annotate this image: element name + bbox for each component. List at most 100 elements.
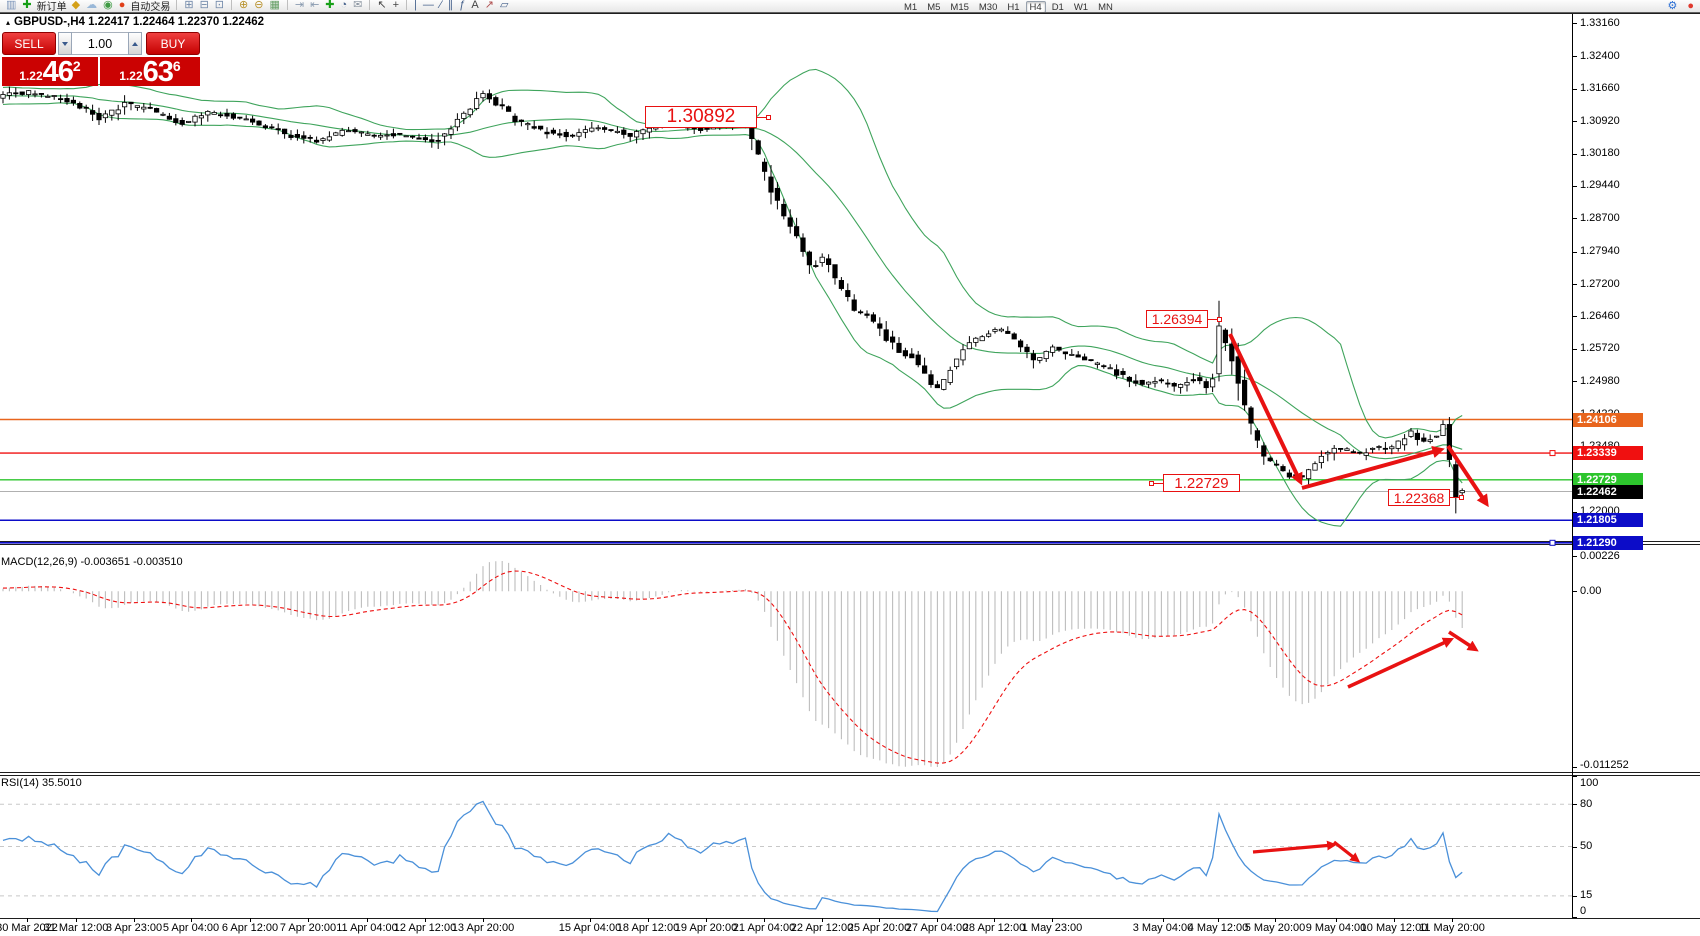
time-axis-tick-mark [1052,918,1053,922]
annotation-anchor [1149,480,1154,486]
price-annotation[interactable]: 1.30892 [645,106,757,128]
autotrade-icon[interactable]: ● [118,0,126,11]
timeframe-button-w1[interactable]: W1 [1070,1,1092,12]
time-axis-tick-mark [250,918,251,922]
chart-window-icon[interactable]: ▥ [6,0,17,11]
price-axis-tick-mark [1572,284,1577,285]
toolbar-left-group: ▥ ✚ 新订单 ◆ ☁ ◉ ● 自动交易 ⊞ ⊟ ⊡ ⊕ ⊖ ▦ ⇥ ⇤ ✚ ◔ ✉ ↖ + | — ∕ ∥ ƒ A ↗ ▱ [0,0,1700,13]
rsi-axis-tick-mark [1572,804,1577,806]
new-chart-icon[interactable]: ⊞ [184,0,194,11]
rsi-axis-tick-mark [1572,776,1577,777]
price-annotation[interactable]: 1.22729 [1163,474,1240,492]
time-axis-label: 18 Apr 12:00 [616,922,680,934]
arrows-icon[interactable]: ↗ [484,0,494,11]
community-icon[interactable]: ⚙ [1667,0,1678,12]
indicators-icon[interactable]: ✚ [325,0,335,11]
zoom-out-icon[interactable]: ⊖ [254,0,264,11]
time-axis-label: 13 Apr 20:00 [451,922,515,934]
price-axis-tick-mark [1572,153,1577,155]
price-axis-tick-label: 1.29440 [1580,179,1620,192]
timeframe-button-m1[interactable]: M1 [900,1,921,12]
timeframe-button-h1[interactable]: H1 [1003,1,1023,12]
timeframe-button-m15[interactable]: M15 [946,1,972,12]
periods-icon[interactable]: ◔ [340,0,348,11]
trend-arrow[interactable] [1228,333,1303,486]
volume-down-button[interactable] [58,32,72,55]
time-axis-label: 25 Apr 20:00 [847,922,911,934]
price-badge: 1.23339 [1573,446,1643,461]
trend-arrow[interactable] [1252,840,1337,854]
price-axis-tick-mark [1572,511,1577,513]
cloud-icon[interactable]: ☁ [86,0,98,11]
pane-separator-line [0,918,1700,919]
price-axis-tick-label: 1.26460 [1580,309,1620,322]
price-annotation[interactable]: 1.22368 [1388,489,1450,506]
templates-icon[interactable]: ⊡ [214,0,225,11]
crosshair-icon[interactable]: + [392,0,400,11]
rsi-axis-tick-label: 50 [1580,840,1593,852]
time-axis-tick-mark [1218,918,1219,922]
shapes-icon[interactable]: ▱ [499,0,509,11]
triangle-up-icon [132,41,138,46]
timeframe-button-d1[interactable]: D1 [1048,1,1068,12]
sell-price-display[interactable]: 1.22 46 2 [2,56,98,88]
price-axis-tick-mark [1572,88,1577,90]
trend-arrow[interactable] [1446,444,1489,508]
pane-separator-line [0,775,1700,776]
time-axis-label: 10 May 12:00 [1360,922,1428,934]
text-icon[interactable]: A [471,0,479,11]
chat-icon[interactable]: ● [1687,0,1694,12]
mail-icon[interactable]: ✉ [353,0,363,11]
rsi-line [2,800,1463,913]
timeframe-toolbar: M1 M5 M15 M30 H1 H4 D1 W1 MN [900,1,1117,12]
profiles-icon[interactable]: ⊟ [199,0,209,11]
cursor-icon[interactable]: ↖ [377,0,387,11]
macd-indicator-label: MACD(12,26,9) -0.003651 -0.003510 [1,556,183,568]
chart-title: ▴ GBPUSD-,H4 1.22417 1.22464 1.22370 1.2… [6,16,264,28]
timeframe-button-h4[interactable]: H4 [1025,1,1046,12]
globe-icon[interactable]: ◉ [103,0,113,11]
channel-icon[interactable]: ∥ [447,0,454,11]
auto-scroll-icon[interactable]: ⇥ [294,0,305,11]
new-order-icon[interactable]: ✚ [22,0,32,11]
sell-button[interactable]: SELL [2,32,56,55]
time-axis-label: 12 Apr 12:00 [393,922,457,934]
timeframe-button-m5[interactable]: M5 [923,1,944,12]
hline-handle[interactable] [1549,450,1556,457]
price-axis-tick-label: 1.24980 [1580,374,1620,387]
trendline-icon[interactable]: ∕ [439,0,442,11]
tile-windows-icon[interactable]: ▦ [269,0,280,11]
pane-separator-line [0,772,1700,773]
volume-input[interactable] [72,32,128,55]
vline-icon[interactable]: | [414,0,417,11]
symbols-icon[interactable]: ◆ [71,0,81,11]
buy-price-display[interactable]: 1.22 63 6 [100,57,200,87]
fibonacci-icon[interactable]: ƒ [459,0,466,11]
price-annotation[interactable]: 1.26394 [1146,310,1208,328]
time-axis-tick-mark [879,918,880,922]
macd-axis-tick-label: 0.00 [1580,584,1602,597]
timeframe-button-m30[interactable]: M30 [975,1,1001,12]
autotrade-label: 自动交易 [130,1,171,13]
sell-price-big: 46 [42,56,74,88]
rsi-axis-tick-label: 15 [1580,889,1593,902]
time-axis-tick-mark [308,918,309,922]
trend-arrow[interactable] [1448,630,1479,652]
hline-icon[interactable]: — [422,0,434,11]
trend-arrow[interactable] [1301,445,1445,490]
volume-up-button[interactable] [128,32,142,55]
price-badge: 1.22462 [1573,484,1643,499]
trend-arrow[interactable] [1333,840,1361,863]
time-axis-tick-mark [1394,918,1395,922]
buy-price-sup: 6 [172,58,181,74]
buy-button[interactable]: BUY [146,32,200,55]
trend-arrow[interactable] [1347,637,1455,689]
chart-shift-icon[interactable]: ⇤ [310,0,320,11]
time-axis-tick-mark [764,918,765,922]
time-axis-label: 27 Apr 04:00 [905,922,969,934]
zoom-in-icon[interactable]: ⊕ [239,0,249,11]
timeframe-button-mn[interactable]: MN [1094,1,1117,12]
